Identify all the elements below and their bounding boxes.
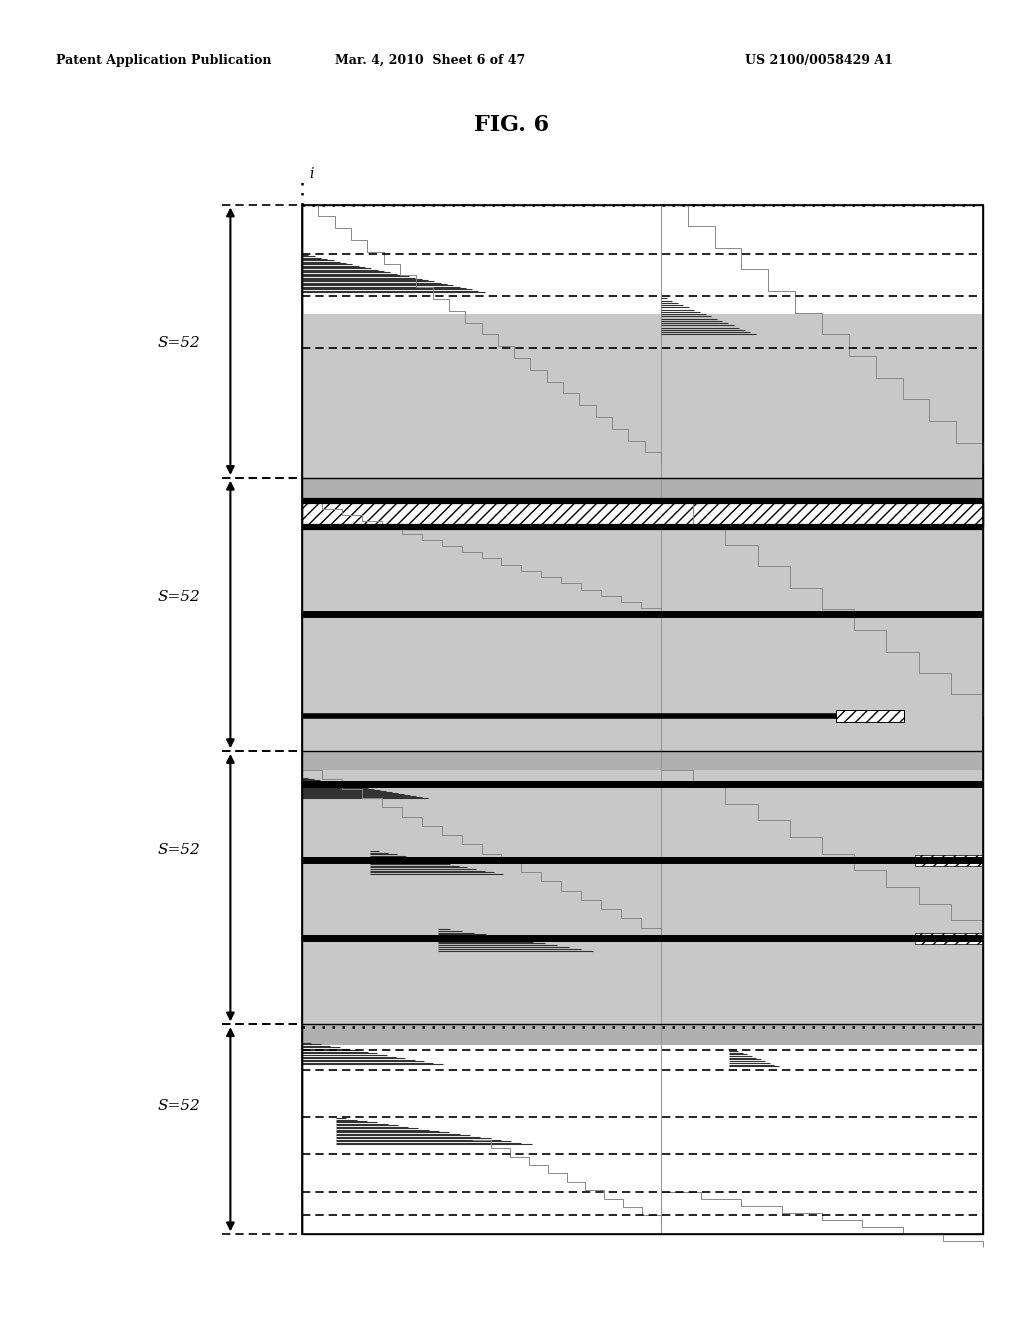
Text: Patent Application Publication: Patent Application Publication bbox=[56, 54, 271, 67]
Bar bbox=[302, 314, 983, 478]
Bar bbox=[302, 478, 983, 751]
Bar bbox=[302, 1024, 983, 1234]
Bar bbox=[302, 205, 983, 1234]
Bar bbox=[302, 478, 983, 500]
Text: i: i bbox=[309, 166, 313, 181]
Text: S=52: S=52 bbox=[158, 337, 201, 350]
Text: S=52: S=52 bbox=[158, 1100, 201, 1113]
Bar bbox=[302, 751, 983, 1024]
Text: US 2100/0058429 A1: US 2100/0058429 A1 bbox=[745, 54, 893, 67]
Bar bbox=[302, 478, 983, 751]
Text: Mar. 4, 2010  Sheet 6 of 47: Mar. 4, 2010 Sheet 6 of 47 bbox=[335, 54, 525, 67]
Bar bbox=[302, 751, 983, 1024]
Bar bbox=[302, 1024, 983, 1045]
Bar bbox=[915, 855, 983, 866]
Text: S=52: S=52 bbox=[158, 590, 201, 603]
Bar bbox=[302, 205, 983, 478]
Bar bbox=[836, 710, 903, 722]
Text: FIG. 6: FIG. 6 bbox=[474, 115, 550, 136]
Bar bbox=[302, 751, 983, 770]
Bar bbox=[302, 503, 983, 525]
Text: S=52: S=52 bbox=[158, 843, 201, 857]
Bar bbox=[915, 933, 983, 944]
